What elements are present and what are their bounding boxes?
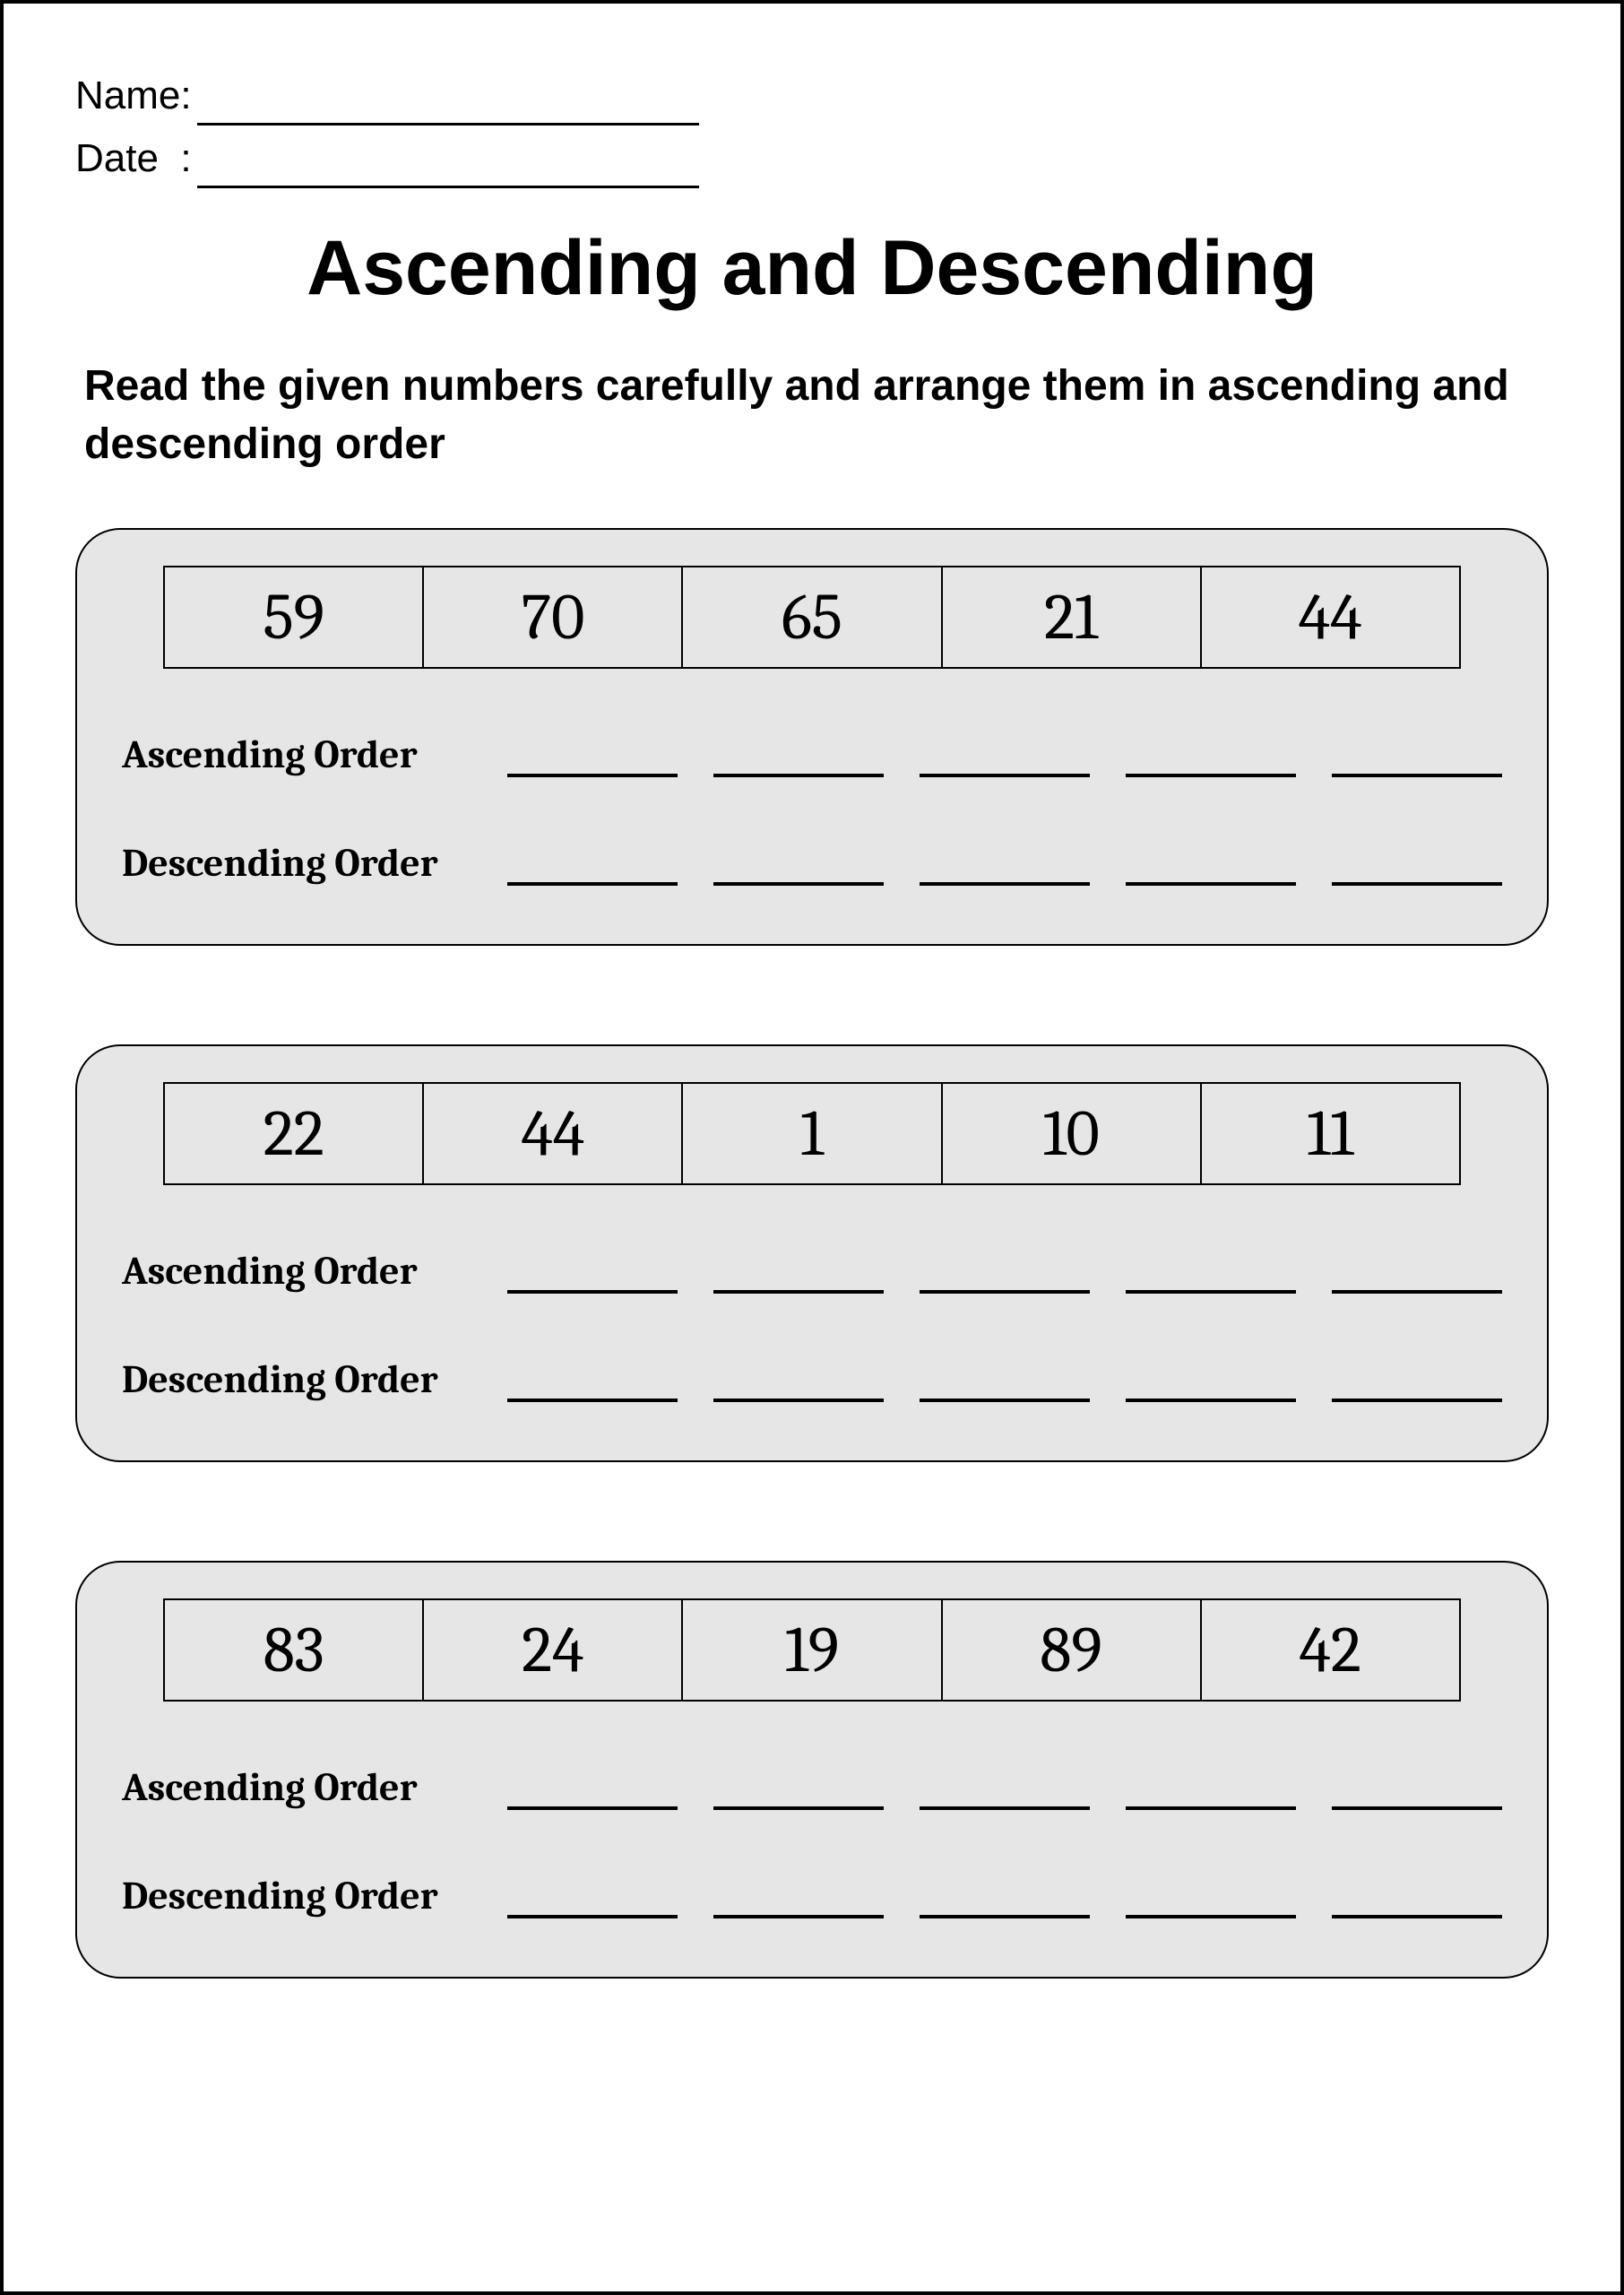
descending-blanks bbox=[507, 1879, 1502, 1918]
name-input-line[interactable] bbox=[197, 90, 699, 126]
number-cell: 44 bbox=[1201, 567, 1460, 668]
answer-blank[interactable] bbox=[713, 1879, 884, 1918]
name-field-row: Name: bbox=[75, 66, 1549, 126]
descending-blanks bbox=[507, 846, 1502, 886]
number-cell: 83 bbox=[164, 1599, 423, 1701]
name-label: Name: bbox=[75, 66, 192, 126]
number-cell: 70 bbox=[423, 567, 682, 668]
ascending-label: Ascending Order bbox=[122, 1764, 507, 1810]
problem-panel: 22 44 1 10 11 Ascending Order Descending… bbox=[75, 1044, 1549, 1462]
descending-row: Descending Order bbox=[122, 1356, 1502, 1402]
answer-blank[interactable] bbox=[920, 1363, 1090, 1402]
answer-blank[interactable] bbox=[1332, 1254, 1502, 1294]
answer-blank[interactable] bbox=[920, 1879, 1090, 1918]
answer-blank[interactable] bbox=[507, 1879, 678, 1918]
descending-label: Descending Order bbox=[122, 1873, 507, 1918]
number-cell: 19 bbox=[682, 1599, 941, 1701]
answer-blank[interactable] bbox=[507, 1254, 678, 1294]
number-cell: 44 bbox=[423, 1083, 682, 1184]
answer-blank[interactable] bbox=[1126, 1363, 1296, 1402]
date-field-row: Date : bbox=[75, 129, 1549, 188]
ascending-label: Ascending Order bbox=[122, 732, 507, 777]
answer-blank[interactable] bbox=[713, 846, 884, 886]
ascending-blanks bbox=[507, 1771, 1502, 1810]
answer-blank[interactable] bbox=[1332, 738, 1502, 777]
worksheet-instructions: Read the given numbers carefully and arr… bbox=[84, 358, 1540, 474]
number-table: 22 44 1 10 11 bbox=[163, 1082, 1461, 1185]
descending-label: Descending Order bbox=[122, 840, 507, 886]
number-cell: 21 bbox=[942, 567, 1201, 668]
answer-blank[interactable] bbox=[1332, 1879, 1502, 1918]
header-fields: Name: Date : bbox=[75, 66, 1549, 188]
answer-blank[interactable] bbox=[507, 1363, 678, 1402]
problem-panel: 83 24 19 89 42 Ascending Order Descendin… bbox=[75, 1561, 1549, 1979]
worksheet-title: Ascending and Descending bbox=[75, 224, 1549, 313]
answer-blank[interactable] bbox=[920, 846, 1090, 886]
number-cell: 10 bbox=[942, 1083, 1201, 1184]
date-label: Date : bbox=[75, 129, 192, 188]
answer-blank[interactable] bbox=[1126, 738, 1296, 777]
answer-blank[interactable] bbox=[507, 738, 678, 777]
number-cell: 22 bbox=[164, 1083, 423, 1184]
answer-blank[interactable] bbox=[920, 1254, 1090, 1294]
answer-blank[interactable] bbox=[1332, 1771, 1502, 1810]
date-input-line[interactable] bbox=[197, 152, 699, 188]
answer-blank[interactable] bbox=[507, 1771, 678, 1810]
number-cell: 59 bbox=[164, 567, 423, 668]
number-cell: 65 bbox=[682, 567, 941, 668]
answer-blank[interactable] bbox=[1332, 846, 1502, 886]
number-cell: 24 bbox=[423, 1599, 682, 1701]
answer-blank[interactable] bbox=[1126, 1254, 1296, 1294]
answer-blank[interactable] bbox=[1126, 1879, 1296, 1918]
ascending-label: Ascending Order bbox=[122, 1248, 507, 1294]
number-table: 83 24 19 89 42 bbox=[163, 1598, 1461, 1702]
answer-blank[interactable] bbox=[920, 738, 1090, 777]
number-cell: 42 bbox=[1201, 1599, 1460, 1701]
answer-blank[interactable] bbox=[1126, 1771, 1296, 1810]
ascending-row: Ascending Order bbox=[122, 1764, 1502, 1810]
descending-label: Descending Order bbox=[122, 1356, 507, 1402]
number-cell: 11 bbox=[1201, 1083, 1460, 1184]
ascending-blanks bbox=[507, 738, 1502, 777]
answer-blank[interactable] bbox=[713, 1771, 884, 1810]
number-cell: 89 bbox=[942, 1599, 1201, 1701]
descending-row: Descending Order bbox=[122, 840, 1502, 886]
worksheet-page: Name: Date : Ascending and Descending Re… bbox=[0, 0, 1624, 2295]
descending-blanks bbox=[507, 1363, 1502, 1402]
answer-blank[interactable] bbox=[713, 738, 884, 777]
answer-blank[interactable] bbox=[713, 1363, 884, 1402]
number-cell: 1 bbox=[682, 1083, 941, 1184]
descending-row: Descending Order bbox=[122, 1873, 1502, 1918]
answer-blank[interactable] bbox=[713, 1254, 884, 1294]
problem-panel: 59 70 65 21 44 Ascending Order Descendin… bbox=[75, 528, 1549, 946]
answer-blank[interactable] bbox=[1126, 846, 1296, 886]
answer-blank[interactable] bbox=[1332, 1363, 1502, 1402]
ascending-row: Ascending Order bbox=[122, 1248, 1502, 1294]
ascending-row: Ascending Order bbox=[122, 732, 1502, 777]
number-table: 59 70 65 21 44 bbox=[163, 566, 1461, 669]
answer-blank[interactable] bbox=[920, 1771, 1090, 1810]
answer-blank[interactable] bbox=[507, 846, 678, 886]
ascending-blanks bbox=[507, 1254, 1502, 1294]
